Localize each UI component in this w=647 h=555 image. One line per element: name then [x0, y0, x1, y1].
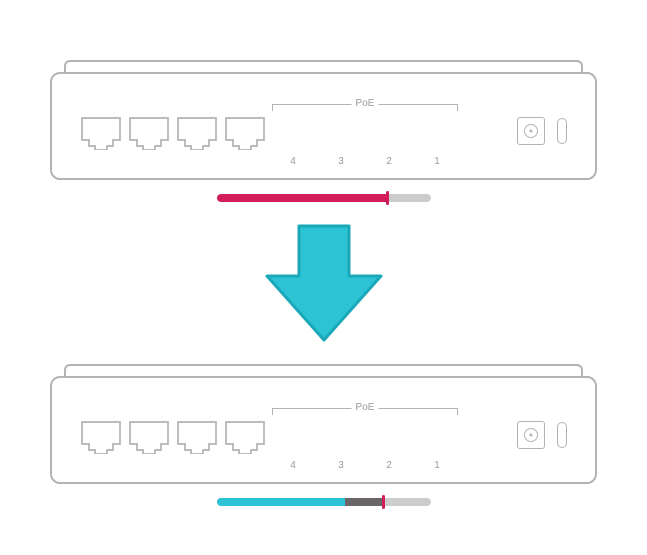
- port-number: 4: [272, 156, 314, 167]
- ethernet-port: [224, 420, 266, 454]
- progress-fill: [217, 498, 345, 506]
- power-jack: [517, 117, 545, 145]
- port-wattage: 15W: [368, 426, 410, 438]
- network-switch: PoE 15W4 15W3 15W2 15W1: [50, 72, 597, 202]
- ethernet-port: [224, 116, 266, 150]
- ethernet-port: [80, 116, 122, 150]
- ports-row: 15W4 15W3 15W2 15W1: [80, 116, 458, 150]
- network-switch: PoE 15W4 15W3 15W2 1: [50, 376, 597, 506]
- power-budget-bar: [217, 194, 431, 202]
- poe-port: 1: [416, 420, 458, 454]
- poe-port: 15W2: [368, 420, 410, 454]
- progress-fill: [217, 194, 388, 202]
- poe-port: 15W3: [320, 116, 362, 150]
- port-wattage: 15W: [272, 122, 314, 134]
- poe-port: 15W2: [368, 116, 410, 150]
- progress-marker: [386, 191, 389, 205]
- ethernet-port: [128, 420, 170, 454]
- port-wattage: 15W: [368, 122, 410, 134]
- port-wattage: 15W: [272, 426, 314, 438]
- port-number: 4: [272, 460, 314, 471]
- poe-port: 15W4: [272, 116, 314, 150]
- poe-label: PoE: [352, 402, 379, 413]
- down-arrow-icon: [259, 218, 389, 353]
- reset-slot: [557, 422, 567, 448]
- port-number: 2: [368, 460, 410, 471]
- power-budget-bar: [217, 498, 431, 506]
- poe-port: 15W1: [416, 116, 458, 150]
- port-wattage: 15W: [320, 426, 362, 438]
- port-number: 2: [368, 156, 410, 167]
- power-jack: [517, 421, 545, 449]
- ethernet-port: [80, 420, 122, 454]
- ethernet-port: [176, 420, 218, 454]
- progress-marker: [382, 495, 385, 509]
- ports-row: 15W4 15W3 15W2 1: [80, 420, 458, 454]
- reset-slot: [557, 118, 567, 144]
- poe-label: PoE: [352, 98, 379, 109]
- progress-overlay: [345, 498, 384, 506]
- ethernet-port: [128, 116, 170, 150]
- switch-body: PoE 15W4 15W3 15W2 15W1: [50, 72, 597, 180]
- port-wattage: 15W: [416, 122, 458, 134]
- poe-bracket: PoE: [272, 98, 458, 112]
- port-number: 1: [416, 156, 458, 167]
- port-number: 3: [320, 460, 362, 471]
- port-number: 3: [320, 156, 362, 167]
- port-number: 1: [416, 460, 458, 471]
- poe-port: 15W3: [320, 420, 362, 454]
- poe-bracket: PoE: [272, 402, 458, 416]
- poe-port: 15W4: [272, 420, 314, 454]
- ethernet-port: [176, 116, 218, 150]
- switch-body: PoE 15W4 15W3 15W2 1: [50, 376, 597, 484]
- port-wattage: 15W: [320, 122, 362, 134]
